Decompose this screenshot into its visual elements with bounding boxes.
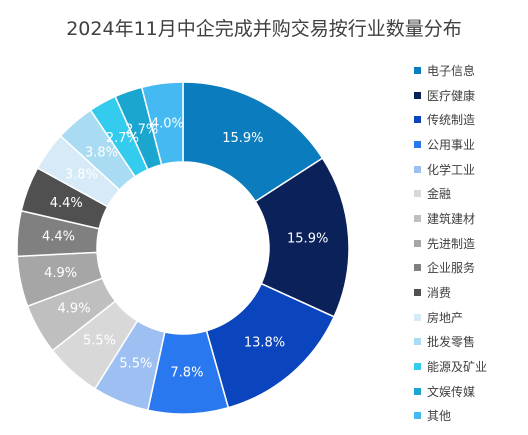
legend-item: 化学工业 (414, 157, 526, 182)
legend-item: 公用事业 (414, 132, 526, 157)
legend-item: 其他 (414, 404, 526, 429)
slice-data-label-6: 5.5% (83, 333, 116, 348)
legend-label: 企业服务 (427, 261, 476, 276)
legend-item: 批发零售 (414, 330, 526, 355)
legend-swatch (414, 338, 421, 346)
legend-label: 房地产 (427, 310, 464, 325)
legend: 电子信息医疗健康传统制造公用事业化学工业金融建筑建材先进制造企业服务消费房地产批… (414, 58, 526, 428)
slice-data-label-3: 13.8% (244, 335, 285, 350)
slice-data-label-5: 5.5% (119, 356, 152, 371)
legend-swatch (414, 66, 421, 74)
legend-item: 医疗健康 (414, 83, 526, 108)
legend-item: 房地产 (414, 305, 526, 330)
slice-data-label-1: 15.9% (222, 131, 263, 146)
legend-swatch (414, 140, 421, 148)
slice-data-label-8: 4.9% (44, 266, 77, 281)
donut-slice-15 (140, 81, 184, 166)
slice-data-label-10: 4.4% (50, 196, 83, 211)
slice-data-label-14: 2.7% (125, 122, 158, 137)
legend-label: 其他 (427, 409, 452, 424)
donut-labels: 15.9% 15.9% 13.8% 7.8% 5.5%5.5% 4.9% 4.9% 4.4% 4… (42, 116, 328, 380)
legend-label: 消费 (427, 286, 452, 301)
legend-item: 电子信息 (414, 58, 526, 83)
legend-item: 金融 (414, 181, 526, 206)
chart-title: 2024年11月中企完成并购交易按行业数量分布 (66, 18, 462, 40)
legend-label: 医疗健康 (427, 88, 476, 103)
legend-item: 能源及矿业 (414, 354, 526, 379)
legend-swatch (414, 289, 421, 297)
legend-swatch (414, 313, 421, 321)
slice-data-label-15: 4.0% (151, 116, 184, 131)
legend-swatch (414, 116, 421, 124)
legend-swatch (414, 91, 421, 99)
legend-item: 消费 (414, 280, 526, 305)
legend-label: 公用事业 (427, 137, 476, 152)
legend-label: 电子信息 (427, 63, 476, 78)
slice-data-label-2: 15.9% (287, 231, 328, 246)
slice-data-label-4: 7.8% (170, 365, 203, 380)
legend-swatch (414, 239, 421, 247)
legend-label: 传统制造 (427, 113, 476, 128)
slice-data-label-9: 4.4% (42, 230, 75, 245)
legend-swatch (414, 214, 421, 222)
legend-swatch (414, 412, 421, 420)
legend-label: 金融 (427, 187, 452, 202)
legend-label: 能源及矿业 (427, 360, 488, 375)
legend-swatch (414, 264, 421, 272)
legend-item: 文娱传媒 (414, 379, 526, 404)
slice-data-label-13: 2.7% (106, 131, 139, 146)
legend-label: 先进制造 (427, 236, 476, 251)
legend-label: 建筑建材 (427, 211, 476, 226)
slice-data-label-12: 3.8% (85, 146, 118, 161)
legend-swatch (414, 190, 421, 198)
legend-swatch (414, 363, 421, 371)
legend-item: 建筑建材 (414, 206, 526, 231)
legend-label: 批发零售 (427, 335, 476, 350)
legend-item: 企业服务 (414, 256, 526, 281)
donut-slices (16, 81, 350, 415)
legend-item: 先进制造 (414, 231, 526, 256)
slice-data-label-11: 3.8% (65, 168, 98, 183)
slice-data-label-7: 4.9% (58, 302, 91, 317)
legend-item: 传统制造 (414, 107, 526, 132)
legend-label: 化学工业 (427, 162, 476, 177)
legend-swatch (414, 387, 421, 395)
legend-swatch (414, 165, 421, 173)
legend-label: 文娱传媒 (427, 384, 476, 399)
